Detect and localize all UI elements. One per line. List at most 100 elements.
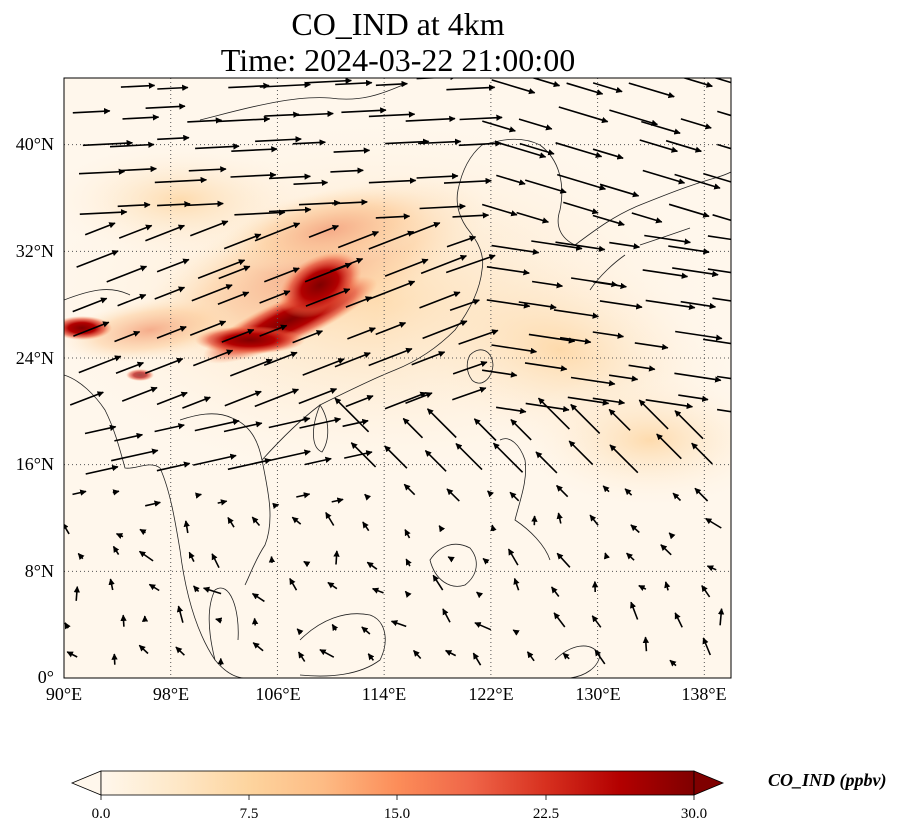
wind-arrow — [668, 245, 710, 255]
wind-arrow — [302, 358, 345, 376]
wind-arrow — [384, 258, 429, 277]
wind-arrow — [117, 201, 151, 209]
wind-arrow — [512, 629, 520, 636]
wind-arrow — [458, 140, 502, 147]
wind-arrow — [345, 395, 374, 408]
lat-tick-8: 8°N — [24, 561, 54, 581]
wind-arrow — [221, 328, 255, 343]
wind-arrow — [426, 408, 457, 439]
wind-arrow — [188, 166, 227, 173]
wind-arrow — [251, 516, 261, 527]
wind-arrow — [531, 280, 564, 289]
wind-arrow — [331, 623, 339, 632]
wind-arrow — [138, 644, 149, 655]
wind-arrow — [72, 107, 111, 115]
wind-arrow — [420, 254, 467, 275]
wind-arrow — [202, 586, 222, 595]
wind-arrow — [705, 517, 722, 529]
wind-arrow — [341, 107, 387, 114]
map-title: CO_IND at 4km — [291, 6, 505, 42]
wind-arrow — [449, 298, 480, 312]
wind-arrow — [482, 120, 516, 133]
wind-arrow — [518, 118, 553, 131]
wind-arrow — [535, 451, 558, 474]
map-frame — [63, 77, 732, 679]
wind-arrow — [553, 612, 566, 628]
wind-arrow — [154, 423, 185, 433]
wind-arrow — [419, 291, 461, 309]
wind-arrow — [424, 450, 447, 472]
wind-arrow — [589, 514, 599, 526]
wind-arrow — [556, 512, 563, 524]
wind-arrow — [674, 173, 721, 190]
wind-arrow — [72, 489, 87, 496]
wind-arrow — [327, 581, 338, 590]
wind-arrow — [592, 397, 626, 406]
wind-arrow — [528, 333, 576, 344]
wind-arrow — [188, 551, 195, 562]
wind-arrow — [656, 433, 682, 460]
wind-arrow — [473, 418, 497, 442]
wind-arrow — [259, 324, 288, 337]
wind-arrow — [305, 288, 351, 307]
colorbar-tick-7-5: 7.5 — [239, 806, 259, 822]
wind-arrow — [268, 555, 276, 563]
wind-arrow — [218, 265, 251, 280]
wind-arrow — [193, 585, 200, 593]
wind-arrow — [252, 642, 264, 652]
wind-arrow — [638, 399, 669, 430]
wind-arrow — [156, 325, 187, 339]
wind-arrow — [513, 577, 520, 591]
wind-arrow — [537, 397, 570, 430]
wind-arrow — [347, 327, 376, 340]
lon-tick-130: 130°E — [575, 684, 621, 704]
wind-arrow — [109, 141, 155, 148]
lat-tick-32: 32°N — [15, 241, 54, 261]
wind-arrow — [175, 646, 185, 656]
wind-arrow — [115, 361, 144, 375]
wind-arrow — [194, 492, 202, 499]
wind-arrow — [187, 200, 224, 207]
wind-arrow — [674, 372, 722, 383]
map-subtitle-time: Time: 2024-03-22 21:00:00 — [220, 42, 576, 78]
wind-arrow — [66, 651, 78, 658]
wind-arrow — [490, 524, 497, 532]
wind-arrow — [298, 387, 338, 405]
wind-arrow — [672, 492, 682, 502]
wind-arrow — [254, 388, 299, 408]
wind-arrow — [350, 442, 377, 468]
wind-arrow — [476, 591, 484, 599]
wind-arrow — [603, 552, 611, 560]
wind-arrow — [154, 176, 208, 184]
wind-arrow — [592, 82, 623, 94]
wind-arrow — [331, 198, 368, 206]
wind-arrow — [442, 608, 451, 623]
wind-arrow — [115, 532, 124, 539]
wind-arrow — [524, 179, 567, 194]
wind-arrow — [416, 172, 459, 180]
wind-arrow — [680, 300, 717, 310]
wind-arrow — [716, 408, 731, 413]
wind-arrow — [292, 330, 323, 344]
wind-arrow — [507, 548, 519, 566]
wind-arrow — [642, 169, 686, 185]
wind-arrow — [114, 432, 144, 442]
wind-arrow — [717, 110, 731, 117]
wind-arrow — [384, 445, 408, 469]
wind-arrow — [609, 241, 641, 250]
wind-arrow — [694, 487, 709, 502]
wind-arrow — [390, 620, 407, 628]
wind-arrow — [404, 529, 411, 539]
wind-arrow — [194, 418, 240, 432]
wind-arrow — [296, 628, 304, 636]
wind-arrow — [556, 552, 571, 568]
wind-arrow — [84, 424, 117, 435]
wind-arrow — [191, 284, 233, 302]
wind-arrow — [660, 544, 672, 556]
wind-arrow — [375, 321, 407, 336]
wind-arrow — [368, 177, 417, 184]
wind-arrow — [361, 626, 371, 635]
wind-arrow — [422, 320, 468, 340]
wind-arrow — [642, 636, 650, 652]
wind-arrow — [445, 649, 457, 657]
